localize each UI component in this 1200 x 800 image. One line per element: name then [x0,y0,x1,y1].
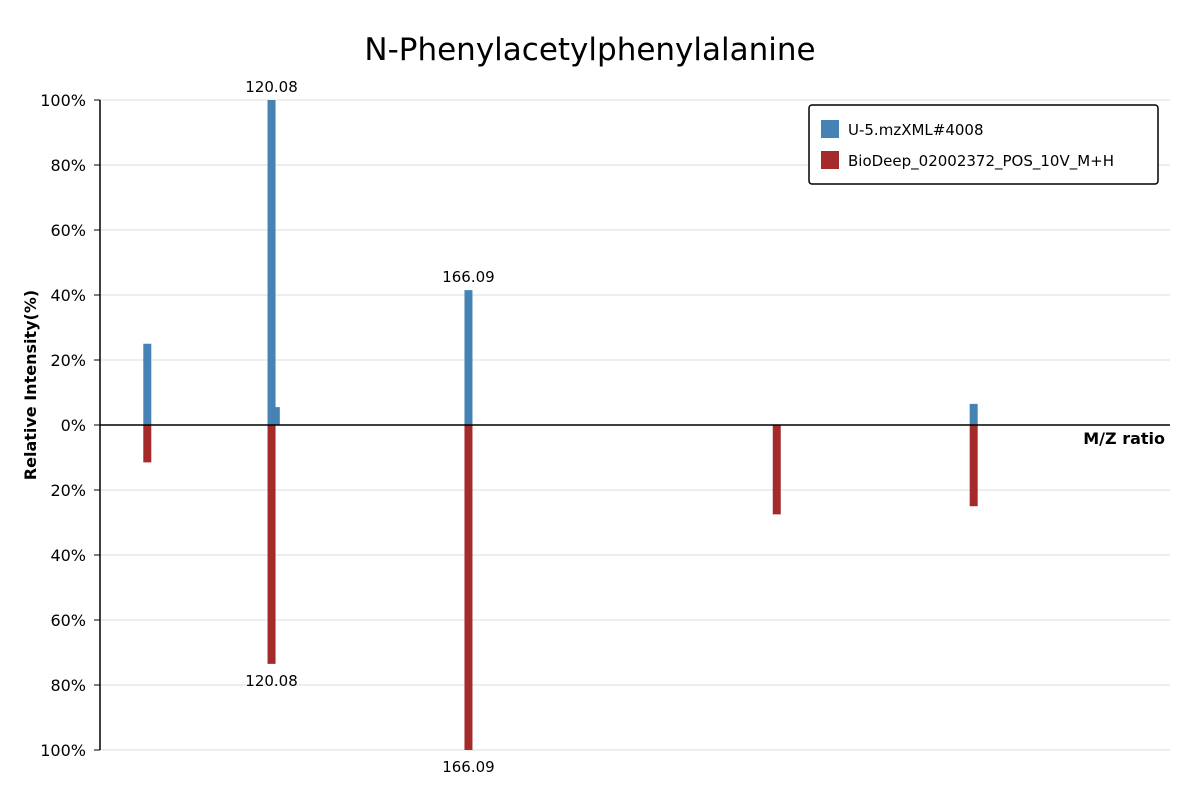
y-tick-label: 60% [50,611,86,630]
y-tick-label: 80% [50,676,86,695]
y-tick-label: 80% [50,156,86,175]
y-tick-label: 100% [40,741,86,760]
legend-box [808,104,1159,185]
query-peak-bar [464,290,473,425]
y-axis-title: Relative Intensity(%) [21,290,40,480]
reference-peak-bar [464,425,473,750]
query-peak-bar [271,407,280,425]
legend-swatch [821,151,839,169]
reference-peak-bar [143,425,152,463]
reference-peak-bar [969,425,978,507]
peak-labels: 120.08 166.09 120.08 166.09 [245,78,494,776]
y-tick-label: 100% [40,91,86,110]
legend-swatch [821,120,839,138]
y-tick-label: 60% [50,221,86,240]
query-peak-bar [267,100,276,425]
legend-label: BioDeep_02002372_POS_10V_M+H [848,152,1114,171]
y-tick-label: 20% [50,481,86,500]
y-tick-label: 0% [61,416,86,435]
peak-mz-label: 166.09 [442,268,495,286]
query-peak-bar [143,343,152,425]
chart-title: N-Phenylacetylphenylalanine [364,32,815,68]
peak-mz-label: 120.08 [245,78,298,96]
query-peak-bar [969,403,978,425]
y-tick-labels: 100% 80% 60% 40% 20% 0% 20% 40% 60% 80% 100% [40,91,86,760]
x-axis-title: M/Z ratio [1083,429,1165,448]
legend-label: U-5.mzXML#4008 [848,121,984,139]
peak-bars [143,100,978,750]
y-tick-label: 20% [50,351,86,370]
legend: U-5.mzXML#4008 BioDeep_02002372_POS_10V_M… [808,104,1159,185]
peak-mz-label: 120.08 [245,672,298,690]
y-tick-label: 40% [50,286,86,305]
reference-peak-bar [267,425,276,664]
reference-peak-bar [772,425,781,515]
peak-mz-label: 166.09 [442,758,495,776]
y-tick-label: 40% [50,546,86,565]
